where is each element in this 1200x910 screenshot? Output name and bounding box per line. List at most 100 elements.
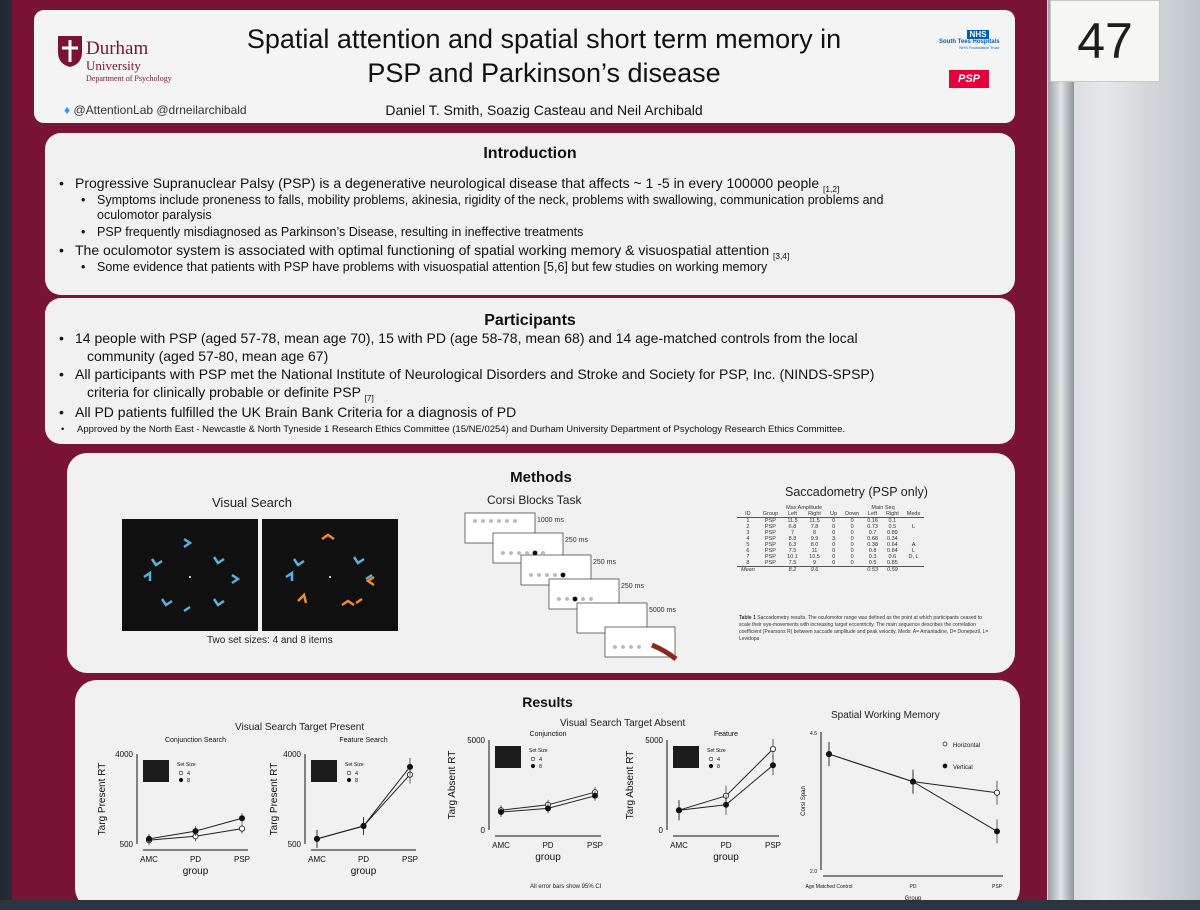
table-mean-row: Mean 8.2 9.6 0.53 0.59	[737, 566, 925, 574]
x-axis-label: Group	[905, 896, 922, 902]
table-header-1: Group	[758, 511, 783, 518]
durham-logo: Durham University Department of Psycholo…	[56, 34, 172, 83]
y-tick-label: 500	[288, 840, 302, 849]
set-sizes-caption: Two set sizes: 4 and 8 items	[207, 635, 333, 646]
legend-entry: 4	[355, 771, 358, 777]
table-mean-cell: 8.2	[788, 567, 797, 573]
table-cell: PSP	[764, 554, 776, 560]
table-cell: 0.73	[867, 524, 878, 530]
table-cell: 0	[832, 518, 836, 524]
introduction-title: Introduction	[483, 145, 577, 162]
table-mean-cell: 0.53	[867, 567, 878, 573]
legend-marker	[346, 770, 352, 776]
legend-entry: 8	[355, 778, 358, 784]
table-header-2: Left	[782, 511, 803, 518]
chart-feature-absent: Feature 5000 0 Targ Absent RT AMC PD PSP group S…	[625, 731, 781, 863]
participants-bullet-1: • 14 people with PSP (aged 57-78, mean ag…	[59, 330, 858, 346]
table-caption: Table 1 Saccadometry results. The oculom…	[739, 615, 989, 642]
chart-title: Conjunction	[530, 731, 567, 738]
corsi-time-1: 1000 ms	[537, 517, 564, 524]
table-cell: 0.8	[868, 548, 877, 554]
poster-title: Spatial attention and spatial short term…	[214, 22, 874, 90]
x-axis-label: group	[183, 866, 209, 877]
title-line-2: PSP and Parkinson’s disease	[367, 58, 721, 88]
table-cell: 0	[832, 530, 836, 536]
table-cell: 3	[746, 530, 750, 536]
legend-title: Set Size	[177, 762, 196, 768]
present-title: Visual Search Target Present	[235, 722, 365, 733]
legend-title: Set Size	[345, 762, 364, 768]
table-cell: 0.5	[888, 524, 897, 530]
stimulus-display-4	[122, 519, 258, 631]
corsi-time-3: 250 ms	[593, 559, 616, 566]
methods-title: Methods	[510, 469, 572, 486]
table-cell: PSP	[764, 518, 776, 524]
legend-marker	[708, 763, 714, 769]
table-cell: 0	[832, 548, 836, 554]
university-name: Durham	[86, 38, 149, 59]
legend-marker	[942, 763, 948, 769]
x-tick-label: AMC	[492, 841, 510, 850]
table-mean-cell: Mean	[741, 567, 755, 573]
data-point	[146, 835, 153, 842]
table-cell: 0	[832, 542, 836, 548]
data-point	[498, 809, 505, 816]
chart-title: Conjunction Search	[165, 737, 226, 744]
table-row: 1 PSP 11.5 11.5 0 0 0.16 0.1	[737, 518, 924, 524]
table-header-0: ID	[737, 511, 759, 518]
table-cell: 7	[790, 530, 795, 536]
table-cell: 8	[746, 560, 750, 566]
table-cell: 0	[850, 536, 854, 542]
x-tick-label: PD	[542, 841, 553, 850]
poster: Durham University Department of Psycholo…	[12, 0, 1047, 900]
data-point	[192, 828, 199, 835]
table-header-6: Left	[863, 511, 882, 518]
legend-entry: 8	[717, 764, 720, 770]
table-mean-cell: 0.59	[887, 567, 898, 573]
visual-search-label: Visual Search	[212, 495, 292, 510]
table-cell: 0.3	[868, 554, 877, 560]
table-mean-cell	[903, 567, 924, 574]
y-tick-label: 2.0	[810, 869, 817, 875]
legend-marker	[530, 756, 536, 762]
table-row: 8 PSP 7.5 9 0 0 0.5 0.85	[737, 560, 924, 567]
legend-title: Set Size	[529, 748, 548, 754]
table-cell: 0	[850, 524, 854, 530]
x-axis-label: group	[535, 852, 561, 863]
data-point	[723, 801, 730, 808]
table-cell: 8	[812, 530, 817, 536]
intro-bullet-2: • The oculomotor system is associated wit…	[59, 242, 790, 261]
intro-bullet-1a-cont: oculomotor paralysis	[97, 208, 212, 222]
introduction-panel: Introduction • Progressive Supranuclear P…	[45, 133, 1015, 295]
intro-bullet-1b: • PSP frequently misdiagnosed as Parkinso…	[81, 225, 584, 239]
participants-panel: Participants • 14 people with PSP (aged 5…	[45, 298, 1015, 444]
data-point	[769, 762, 776, 769]
legend-marker	[346, 777, 352, 783]
y-tick-label: 4000	[115, 750, 133, 759]
corsi-time-5: 5000 ms	[649, 607, 676, 614]
intro-bullet-2a: • Some evidence that patients with PSP ha…	[81, 260, 768, 274]
table-cell: 0.84	[887, 548, 898, 554]
twitter-text: @AttentionLab @drneilarchibald	[73, 103, 247, 117]
table-cell: 0.16	[867, 518, 878, 524]
table-mean-cell	[841, 567, 863, 574]
table-cell: L	[911, 548, 916, 554]
x-axis-label: group	[713, 852, 739, 863]
table-cell: 0.64	[887, 542, 898, 548]
table-cell: 3	[832, 536, 836, 542]
table-cell: 0	[832, 554, 836, 560]
stimulus-thumbnail	[495, 746, 521, 768]
y-tick-label: 500	[120, 840, 134, 849]
table-cell: PSP	[764, 542, 776, 548]
methods-panel: Methods Visual Search Two set sizes: 4 a…	[67, 453, 1015, 673]
data-point	[360, 823, 367, 830]
stimulus-thumbnail	[673, 746, 699, 768]
participants-bullet-2-cont: criteria for clinically probable or defi…	[87, 384, 374, 403]
data-point	[238, 815, 245, 822]
x-tick-label: AMC	[308, 855, 326, 864]
hand-icon	[651, 642, 678, 661]
intro-bullet-1a: • Symptoms include proneness to falls, mo…	[81, 193, 884, 207]
stimulus-thumbnail	[311, 760, 337, 782]
y-tick-label: 4.5	[810, 731, 817, 737]
participants-bullet-1-cont: community (aged 57-80, mean age 67)	[87, 348, 329, 364]
